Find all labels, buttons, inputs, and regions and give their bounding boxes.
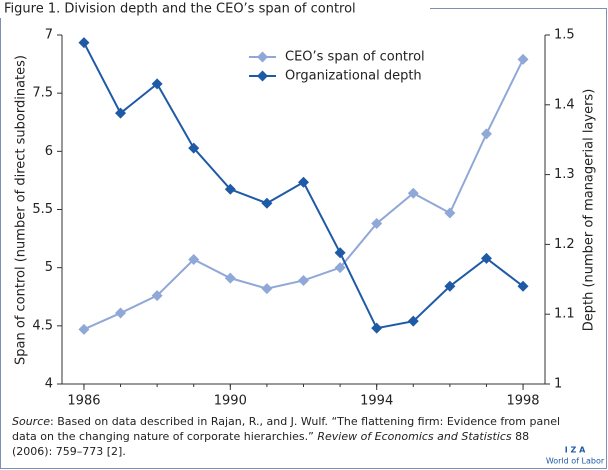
data-point bbox=[224, 272, 236, 284]
y2-tick-label: 1.2 bbox=[554, 237, 575, 252]
data-point bbox=[334, 262, 346, 274]
data-point bbox=[298, 274, 309, 286]
data-point bbox=[78, 323, 90, 335]
legend-label: Organizational depth bbox=[285, 69, 422, 84]
data-point bbox=[407, 187, 419, 199]
data-point bbox=[151, 78, 163, 90]
x-tick-label: 1994 bbox=[360, 394, 393, 409]
y2-axis-label: Depth (number of managerial layers) bbox=[582, 89, 597, 332]
data-point bbox=[261, 283, 273, 295]
data-point bbox=[298, 176, 309, 188]
data-point bbox=[334, 247, 346, 259]
data-point bbox=[115, 107, 127, 119]
data-point bbox=[480, 128, 492, 140]
data-point bbox=[188, 254, 200, 266]
data-point bbox=[480, 252, 492, 264]
data-point bbox=[517, 280, 529, 292]
y-tick-label: 5 bbox=[45, 260, 53, 275]
data-point bbox=[261, 197, 273, 209]
data-point bbox=[78, 37, 90, 49]
logo: I Z A bbox=[565, 446, 586, 455]
data-point bbox=[151, 290, 163, 302]
data-point bbox=[115, 307, 127, 319]
logo-text: World of Labor bbox=[546, 457, 605, 466]
y-tick-label: 4.5 bbox=[32, 318, 53, 333]
data-point bbox=[444, 280, 456, 292]
title-bg bbox=[0, 0, 430, 18]
legend-marker bbox=[257, 51, 268, 63]
y-tick-label: 7.5 bbox=[32, 86, 53, 101]
x-tick-label: 1998 bbox=[506, 394, 539, 409]
data-point bbox=[224, 183, 236, 195]
series-line bbox=[83, 58, 524, 331]
y-tick-label: 4 bbox=[45, 377, 53, 392]
x-tick-label: 1986 bbox=[67, 394, 100, 409]
y2-tick-label: 1 bbox=[554, 377, 562, 392]
source-label: Source bbox=[12, 415, 51, 428]
data-point bbox=[371, 217, 383, 229]
data-point bbox=[517, 53, 529, 65]
x-tick-label: 1990 bbox=[214, 394, 247, 409]
y2-tick-label: 1.4 bbox=[554, 97, 575, 112]
y-tick-label: 5.5 bbox=[32, 202, 53, 217]
y2-tick-label: 1.5 bbox=[554, 28, 575, 43]
y-tick-label: 7 bbox=[45, 28, 53, 43]
y2-tick-label: 1.1 bbox=[554, 307, 575, 322]
data-point bbox=[444, 207, 456, 219]
y2-tick-label: 1.3 bbox=[554, 167, 575, 182]
y-axis-label: Span of control (number of direct subord… bbox=[14, 55, 29, 365]
data-point bbox=[188, 142, 200, 154]
data-point bbox=[407, 315, 419, 327]
legend-marker bbox=[257, 70, 268, 82]
chart-title: Figure 1. Division depth and the CEO’s s… bbox=[4, 2, 356, 17]
source-note: Source: Based on data described in Rajan… bbox=[12, 414, 572, 459]
y-tick-label: 6 bbox=[45, 144, 53, 159]
legend-label: CEO’s span of control bbox=[285, 50, 425, 65]
data-point bbox=[371, 322, 383, 334]
source-text: : Based on data described in Rajan, R., … bbox=[12, 415, 561, 443]
source-journal: Review of Economics and Statistics bbox=[317, 430, 512, 443]
source-text: 88 (2006): 759–773 [2]. bbox=[12, 430, 530, 458]
